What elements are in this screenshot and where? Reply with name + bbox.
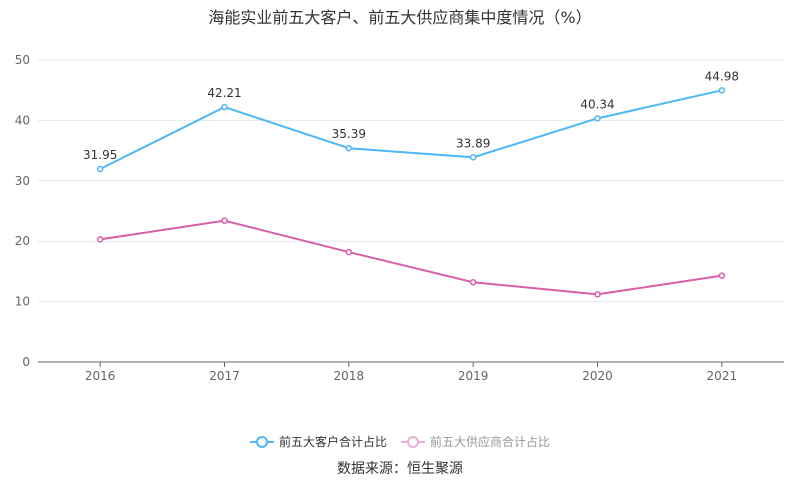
- legend-marker-icon: [401, 435, 425, 448]
- plot-area: 0 10 20 30 40 50 2016 2017 2018 2019 2020 2021 31.95…: [15, 53, 784, 383]
- data-label: 44.98: [705, 69, 739, 83]
- y-tick-label: 10: [15, 295, 30, 309]
- y-tick-label: 30: [15, 174, 30, 188]
- y-tick-label: 20: [15, 234, 30, 248]
- x-tick-label: 2019: [458, 369, 489, 383]
- data-label: 42.21: [207, 86, 241, 100]
- source-note: 数据来源：恒生聚源: [337, 461, 463, 477]
- data-label: 33.89: [456, 136, 490, 150]
- chart-title: 海能实业前五大客户、前五大供应商集中度情况（%）: [208, 8, 592, 27]
- x-tick-label: 2020: [582, 369, 613, 383]
- x-tick-label: 2017: [209, 369, 240, 383]
- data-label: 35.39: [332, 127, 366, 141]
- data-point: [96, 236, 104, 243]
- data-label: 40.34: [580, 97, 614, 111]
- data-point: [221, 103, 228, 111]
- data-point: [718, 87, 726, 94]
- legend-marker-icon: [249, 435, 274, 448]
- legend-item-customers[interactable]: 前五大客户合计占比: [249, 433, 387, 450]
- data-point: [345, 248, 353, 256]
- legend-item-suppliers[interactable]: 前五大供应商合计占比: [401, 433, 550, 450]
- y-tick-label: 40: [15, 113, 30, 127]
- data-point: [221, 217, 228, 224]
- series-line: [100, 219, 722, 296]
- data-point: [345, 144, 353, 152]
- data-point: [594, 115, 601, 122]
- data-point: [469, 154, 477, 161]
- legend-label: 前五大供应商合计占比: [430, 435, 551, 449]
- x-tick-label: 2016: [85, 369, 116, 383]
- data-point: [469, 279, 477, 286]
- legend-label: 前五大客户合计占比: [278, 435, 387, 449]
- data-point: [96, 165, 104, 173]
- x-tick-label: 2018: [334, 369, 365, 383]
- y-tick-label: 50: [15, 53, 30, 67]
- legend: 前五大客户合计占比 前五大供应商合计占比: [0, 433, 800, 450]
- y-tick-label: 0: [22, 355, 30, 369]
- data-label: 31.95: [83, 148, 117, 162]
- data-point: [718, 272, 726, 279]
- data-point: [594, 291, 601, 298]
- x-tick-label: 2021: [707, 369, 738, 383]
- series-line: [99, 89, 723, 170]
